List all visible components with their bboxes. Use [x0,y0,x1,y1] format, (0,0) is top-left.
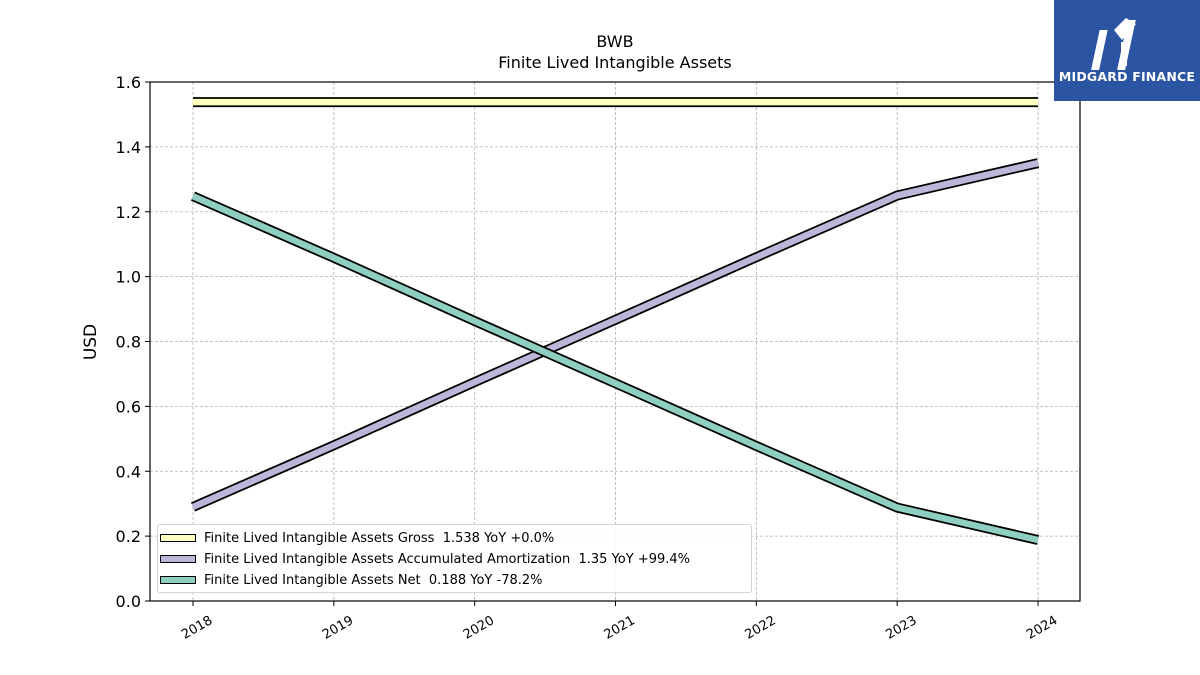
legend-swatch-gross [160,534,196,542]
legend-label-gross: Finite Lived Intangible Assets Gross 1.5… [204,530,555,546]
y-tick-label: 0.8 [116,333,141,352]
series-fill [191,159,1039,510]
x-tick-label: 2024 [1024,613,1060,643]
y-tick-label: 1.2 [116,203,141,222]
y-tick-label: 0.6 [116,397,141,416]
x-tick-label: 2018 [179,613,215,643]
legend-swatch-amortization [160,555,196,563]
series-line-1 [190,158,1040,512]
legend-swatch-net [160,576,196,584]
chart-subtitle: Finite Lived Intangible Assets [498,53,732,72]
x-tick-label: 2023 [883,613,919,643]
midgard-finance-logo: MIDGARD FINANCE [1054,0,1200,101]
x-axis: 2018 2019 2020 2021 2022 2023 2024 [179,601,1060,643]
x-tick-label: 2021 [602,613,638,643]
y-axis: 0.0 0.2 0.4 0.6 0.8 1.0 1.2 1.4 1.6 [116,73,150,611]
series-fill [191,193,1039,544]
y-tick-label: 1.6 [116,73,141,92]
y-tick-label: 0.4 [116,462,141,481]
y-tick-label: 0.0 [116,592,141,611]
x-tick-label: 2022 [743,613,779,643]
series-line-2 [190,191,1040,545]
legend-item-amortization: Finite Lived Intangible Assets Accumulat… [158,549,690,569]
y-tick-label: 1.4 [116,138,141,157]
chart-title: BWB [596,32,634,51]
logo-text: MIDGARD FINANCE [1058,69,1196,84]
legend-label-net: Finite Lived Intangible Assets Net 0.188… [204,572,543,588]
y-tick-label: 0.2 [116,527,141,546]
y-tick-label: 1.0 [116,268,141,287]
legend: Finite Lived Intangible Assets Gross 1.5… [157,524,752,593]
series-lines [190,97,1040,545]
legend-label-amortization: Finite Lived Intangible Assets Accumulat… [204,551,691,567]
logo-mark-icon [1091,18,1136,70]
legend-item-net: Finite Lived Intangible Assets Net 0.188… [158,570,543,590]
x-tick-label: 2020 [461,613,497,643]
legend-item-gross: Finite Lived Intangible Assets Gross 1.5… [158,528,554,548]
y-axis-label: USD [81,324,101,360]
grid-lines [150,81,1080,602]
x-tick-label: 2019 [320,613,356,643]
